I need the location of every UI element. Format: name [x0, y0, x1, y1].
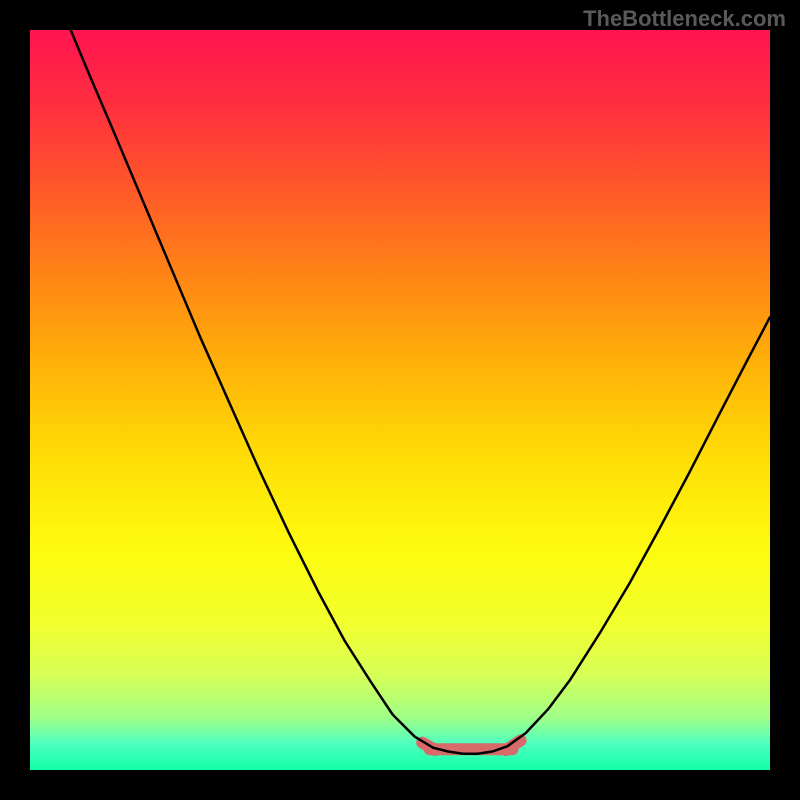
bottleneck-curve	[71, 30, 770, 754]
plot-area	[30, 30, 770, 770]
curve-overlay	[30, 30, 770, 770]
watermark-text: TheBottleneck.com	[583, 6, 786, 32]
chart-container: TheBottleneck.com	[0, 0, 800, 800]
